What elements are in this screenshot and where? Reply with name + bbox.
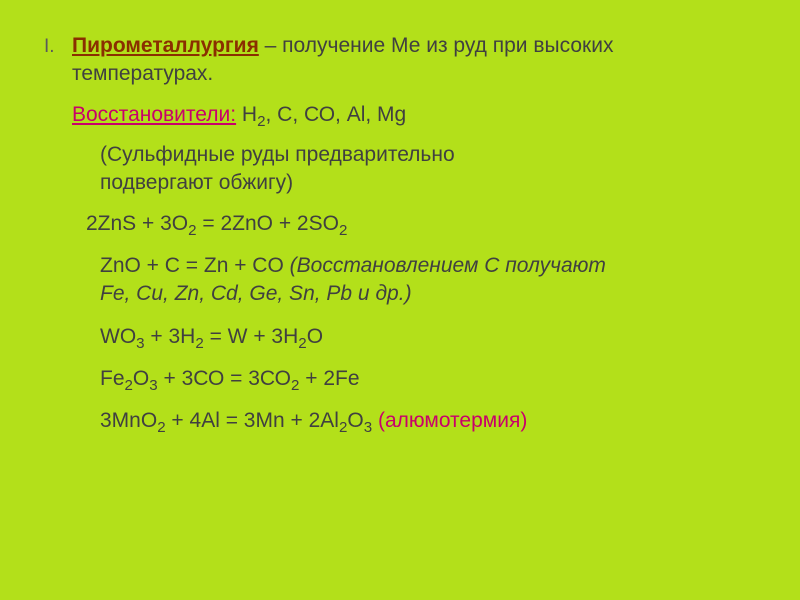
equation-5: 3MnO2 + 4Al = 3Mn + 2Al2O3 (алюмотермия) — [72, 407, 758, 435]
eq4-b: O — [133, 367, 149, 390]
list-number: I. — [44, 34, 55, 60]
eq4-d: + 2Fe — [299, 367, 359, 390]
term-pyrometallurgy: Пирометаллургия — [72, 34, 259, 57]
title-paragraph: Пирометаллургия – получение Ме из руд пр… — [72, 32, 758, 89]
eq3-s3: 2 — [298, 335, 306, 352]
reducers-rest: , С, СО, Al, Mg — [266, 103, 407, 126]
eq4-s2: 3 — [149, 377, 157, 394]
eq3-c: = W + 3H — [204, 325, 299, 348]
sulfide-note: (Сульфидные руды предварительно подверга… — [72, 141, 758, 198]
eq5-a: 3MnO — [100, 409, 157, 432]
eq3-d: O — [307, 325, 323, 348]
eq5-s3: 3 — [364, 420, 372, 437]
eq4-a: Fe — [100, 367, 125, 390]
eq1-b: = 2ZnО + 2SO — [197, 212, 339, 235]
equation-3: WO3 + 3H2 = W + 3H2O — [72, 323, 758, 351]
eq1-s1: 2 — [188, 222, 196, 239]
reducers-h-sub: 2 — [257, 113, 265, 130]
sulfide-line2: подвергают обжигу) — [100, 171, 293, 194]
reducers-line: Восстановители: Н2, С, СО, Al, Mg — [72, 101, 758, 129]
eq2-b: (Восстановлением С получают — [290, 254, 606, 277]
sulfide-line1: (Сульфидные руды предварительно — [100, 143, 455, 166]
eq1-a: 2ZnS + 3O — [86, 212, 188, 235]
alumothermy-label: (алюмотермия) — [378, 409, 527, 432]
eq2-a: ZnO + C = Zn + CO — [100, 254, 290, 277]
equation-4: Fe2O3 + 3СО = 3СО2 + 2Fe — [72, 365, 758, 393]
eq5-s1: 2 — [157, 420, 165, 437]
eq4-c: + 3СО = 3СО — [158, 367, 291, 390]
eq3-s1: 3 — [136, 335, 144, 352]
reducers-label: Восстановители: — [72, 103, 236, 126]
eq3-a: WO — [100, 325, 136, 348]
reducers-h: Н — [236, 103, 257, 126]
eq2-c: Fe, Cu, Zn, Cd, Ge, Sn, Pb и др.) — [100, 282, 412, 305]
equation-2: ZnO + C = Zn + CO (Восстановлением С пол… — [72, 252, 758, 309]
eq3-b: + 3H — [145, 325, 196, 348]
eq3-s2: 2 — [195, 335, 203, 352]
eq4-s1: 2 — [125, 377, 133, 394]
eq1-s2: 2 — [339, 222, 347, 239]
equation-1: 2ZnS + 3O2 = 2ZnО + 2SO2 — [72, 210, 758, 238]
eq5-c: O — [347, 409, 363, 432]
eq5-b: + 4Al = 3Mn + 2Al — [166, 409, 339, 432]
